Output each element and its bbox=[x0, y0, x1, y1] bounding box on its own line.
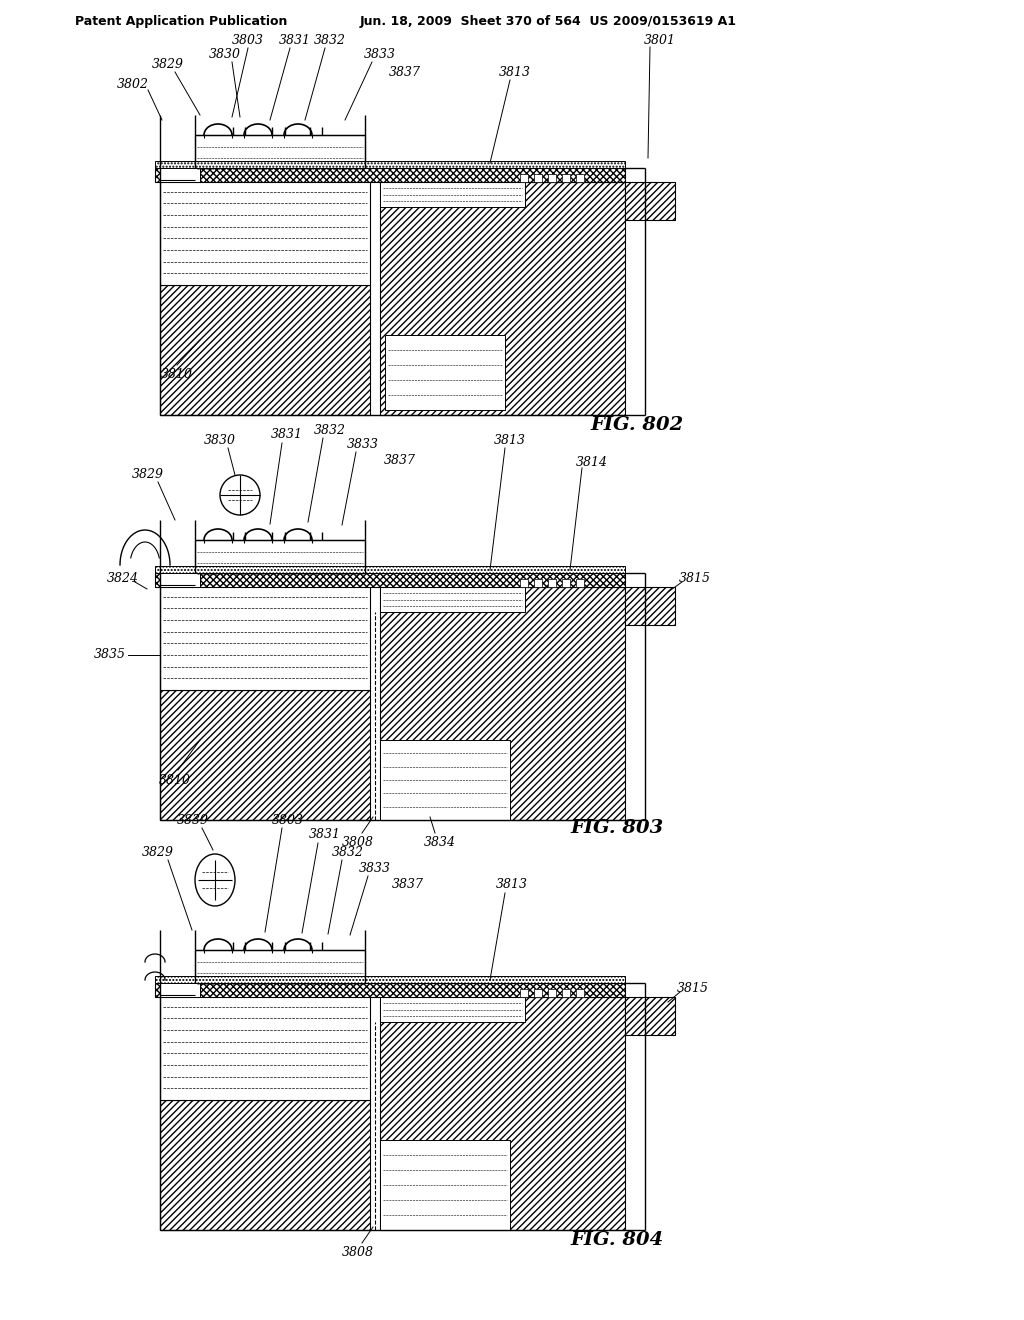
Bar bbox=[380, 587, 525, 612]
Text: 3834: 3834 bbox=[424, 836, 456, 849]
Text: 3830: 3830 bbox=[204, 433, 236, 446]
Bar bbox=[160, 168, 200, 182]
Text: 3810: 3810 bbox=[159, 774, 191, 787]
Text: 3813: 3813 bbox=[496, 879, 528, 891]
Text: 3831: 3831 bbox=[271, 429, 303, 441]
Bar bbox=[160, 585, 370, 690]
Text: 3801: 3801 bbox=[644, 33, 676, 46]
Text: 3829: 3829 bbox=[142, 846, 174, 858]
Text: 3813: 3813 bbox=[499, 66, 531, 79]
Text: 3803: 3803 bbox=[272, 813, 304, 826]
Text: 3824: 3824 bbox=[106, 573, 139, 586]
Text: 3813: 3813 bbox=[494, 433, 526, 446]
Bar bbox=[160, 180, 370, 285]
Text: 3839: 3839 bbox=[177, 813, 209, 826]
Bar bbox=[575, 579, 584, 587]
Text: 3808: 3808 bbox=[342, 836, 374, 849]
Text: FIG. 802: FIG. 802 bbox=[590, 416, 683, 434]
Text: 3832: 3832 bbox=[314, 33, 346, 46]
Bar bbox=[155, 168, 625, 182]
Bar bbox=[562, 579, 570, 587]
Bar bbox=[195, 950, 365, 995]
Bar bbox=[534, 174, 542, 182]
Bar bbox=[385, 335, 505, 411]
Bar bbox=[380, 1140, 510, 1230]
Bar bbox=[380, 182, 625, 414]
Bar bbox=[155, 566, 625, 573]
Text: 3815: 3815 bbox=[677, 982, 709, 995]
Bar bbox=[575, 989, 584, 997]
Bar bbox=[548, 989, 556, 997]
Bar bbox=[625, 182, 675, 220]
Bar bbox=[160, 1100, 370, 1230]
Text: 3832: 3832 bbox=[314, 424, 346, 437]
Bar bbox=[562, 174, 570, 182]
Text: Patent Application Publication: Patent Application Publication bbox=[75, 16, 288, 29]
Bar bbox=[520, 174, 528, 182]
Bar bbox=[380, 997, 625, 1230]
Text: 3837: 3837 bbox=[389, 66, 421, 79]
Bar bbox=[625, 997, 675, 1035]
Bar bbox=[380, 741, 510, 820]
Bar bbox=[155, 573, 625, 587]
Bar bbox=[625, 587, 675, 624]
Text: Jun. 18, 2009  Sheet 370 of 564  US 2009/0153619 A1: Jun. 18, 2009 Sheet 370 of 564 US 2009/0… bbox=[360, 16, 737, 29]
Bar bbox=[155, 983, 625, 997]
Bar bbox=[160, 983, 200, 997]
Bar bbox=[195, 540, 365, 585]
Bar bbox=[534, 579, 542, 587]
Text: 3837: 3837 bbox=[392, 879, 424, 891]
Bar bbox=[155, 975, 625, 983]
Bar bbox=[548, 174, 556, 182]
Bar bbox=[380, 182, 525, 207]
Bar bbox=[520, 579, 528, 587]
Text: 3833: 3833 bbox=[359, 862, 391, 874]
Text: 3829: 3829 bbox=[152, 58, 184, 71]
Bar bbox=[534, 989, 542, 997]
Text: 3814: 3814 bbox=[575, 455, 608, 469]
Text: 3832: 3832 bbox=[332, 846, 364, 858]
Text: 3833: 3833 bbox=[364, 49, 396, 62]
Text: 3803: 3803 bbox=[232, 33, 264, 46]
Text: 3802: 3802 bbox=[117, 78, 150, 91]
Text: 3810: 3810 bbox=[161, 368, 193, 381]
Text: FIG. 804: FIG. 804 bbox=[570, 1232, 664, 1249]
Text: 3831: 3831 bbox=[309, 829, 341, 842]
Bar bbox=[160, 690, 370, 820]
Bar bbox=[548, 579, 556, 587]
Text: 3837: 3837 bbox=[384, 454, 416, 466]
Bar bbox=[160, 573, 200, 587]
Text: 3829: 3829 bbox=[132, 469, 164, 482]
Bar bbox=[380, 997, 525, 1022]
Text: 3833: 3833 bbox=[347, 438, 379, 451]
Bar bbox=[160, 995, 370, 1100]
Bar bbox=[155, 161, 625, 168]
Bar bbox=[562, 989, 570, 997]
Bar bbox=[380, 587, 625, 820]
Text: 3815: 3815 bbox=[679, 573, 711, 586]
Text: 3835: 3835 bbox=[94, 648, 126, 661]
Bar bbox=[575, 174, 584, 182]
Bar bbox=[520, 989, 528, 997]
Text: 3808: 3808 bbox=[342, 1246, 374, 1258]
Text: 3831: 3831 bbox=[279, 33, 311, 46]
Text: 3830: 3830 bbox=[209, 49, 241, 62]
Bar bbox=[160, 285, 370, 414]
Bar bbox=[195, 135, 365, 180]
Text: FIG. 803: FIG. 803 bbox=[570, 818, 664, 837]
